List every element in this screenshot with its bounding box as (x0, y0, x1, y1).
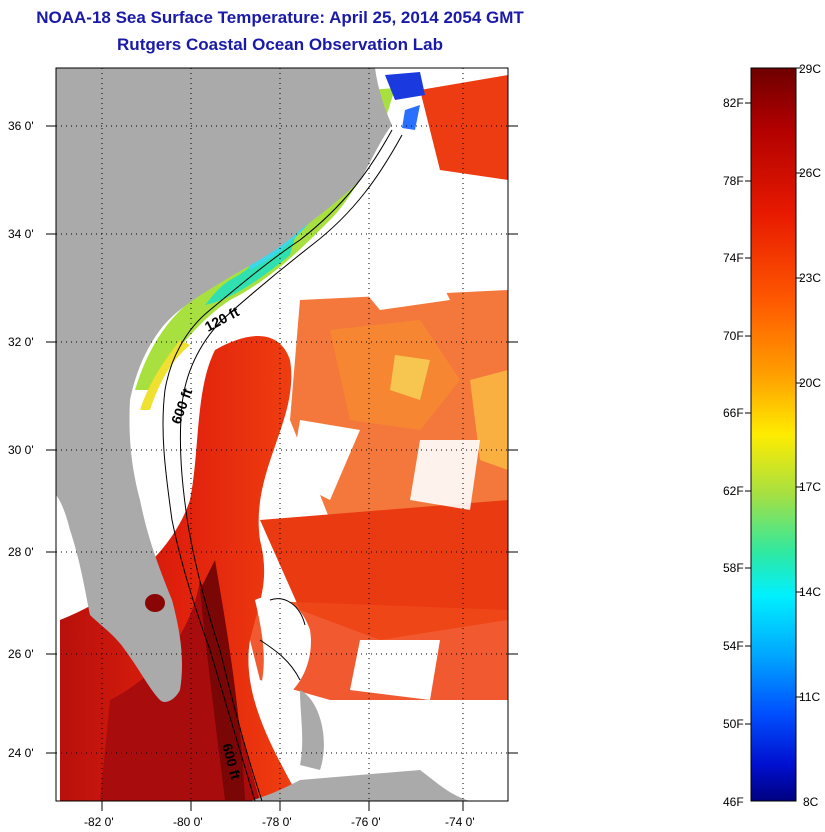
colorbar-label-f: 58F (723, 561, 744, 575)
colorbar-label-c: 17C (799, 480, 822, 494)
colorbar-label-f: 78F (723, 174, 744, 188)
colorbar-label-f: 66F (723, 406, 744, 420)
contour-120ft (162, 129, 393, 801)
colorbar-label-f: 74F (723, 251, 744, 265)
colorbar-label-f: 70F (723, 329, 744, 343)
colorbar-label-f: 54F (723, 639, 744, 653)
colorbar-ticks (745, 67, 802, 725)
graticule (56, 68, 508, 801)
lat-label: 28 0' (8, 545, 34, 559)
lon-label: -74 0' (445, 815, 475, 829)
lat-label: 24 0' (8, 746, 34, 760)
lat-label: 32 0' (8, 335, 34, 349)
lon-label: -78 0' (262, 815, 292, 829)
colorbar-label-f: 50F (723, 717, 744, 731)
sst-data-layer (56, 68, 508, 801)
map-title: NOAA-18 Sea Surface Temperature: April 2… (36, 8, 524, 27)
cuba-landmass (250, 770, 470, 801)
lake-okeechobee (145, 594, 165, 612)
colorbar-label-f: 46F (723, 795, 744, 809)
colorbar-label-c: 26C (799, 166, 822, 180)
lat-label: 34 0' (8, 227, 34, 241)
axis-ticks (46, 125, 518, 811)
lat-label: 36 0' (8, 119, 34, 133)
lon-label: -76 0' (351, 815, 381, 829)
colorbar-label-c: 29C (799, 62, 822, 76)
lon-label: -80 0' (173, 815, 203, 829)
colorbar-label-c: 23C (799, 271, 822, 285)
colorbar (750, 67, 797, 802)
map-subtitle: Rutgers Coastal Ocean Observation Lab (117, 35, 443, 54)
lat-label: 26 0' (8, 647, 34, 661)
lat-label: 30 0' (8, 443, 34, 457)
contour-600ft (179, 134, 403, 801)
us-landmass (56, 68, 392, 702)
colorbar-label-c: 14C (799, 585, 822, 599)
lon-label: -82 0' (84, 815, 114, 829)
colorbar-label-f: 82F (723, 96, 744, 110)
colorbar-label-c: 8C (803, 795, 819, 809)
colorbar-label-c: 11C (799, 690, 821, 704)
colorbar-label-c: 20C (799, 376, 822, 390)
colorbar-label-f: 62F (723, 484, 744, 498)
